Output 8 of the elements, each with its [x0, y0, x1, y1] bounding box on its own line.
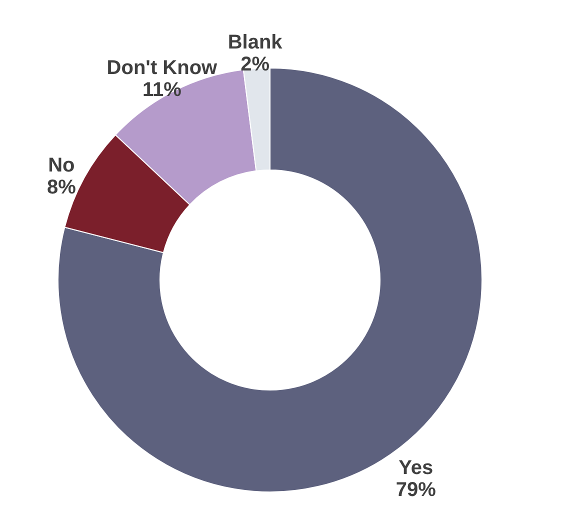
data-label: 79% — [396, 479, 436, 502]
slice-label: Blank — [228, 31, 284, 54]
data-label: 11% — [142, 78, 182, 101]
data-label: 2% — [240, 53, 270, 76]
data-label: 8% — [46, 176, 76, 198]
slice-label: Yes — [398, 457, 434, 480]
slice-label: Don't Know — [106, 56, 218, 79]
slice-label: No — [48, 154, 75, 176]
